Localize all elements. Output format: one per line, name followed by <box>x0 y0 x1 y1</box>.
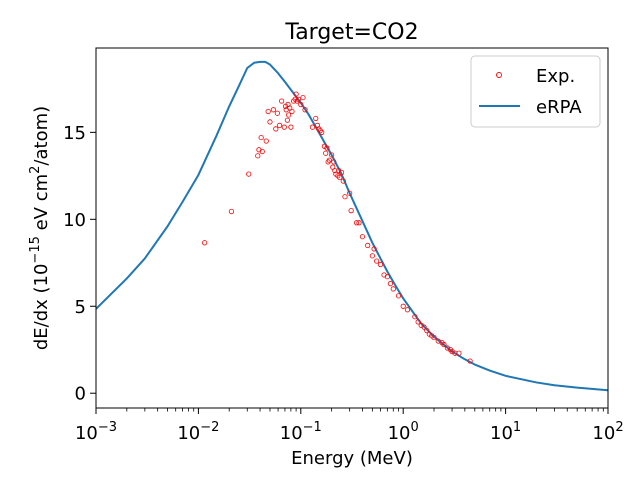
x-tick-label: 102 <box>592 420 623 444</box>
data-point-exp <box>289 108 295 115</box>
data-point-exp <box>337 174 343 181</box>
data-point-exp <box>258 134 264 141</box>
data-point-exp <box>295 96 302 102</box>
data-point-exp <box>387 281 394 287</box>
x-axis-label: Energy (MeV) <box>291 448 413 469</box>
data-point-exp <box>279 98 285 104</box>
data-point-exp <box>274 110 280 116</box>
data-point-exp <box>371 246 377 252</box>
data-point-exp <box>415 319 421 325</box>
series-points-layer <box>202 91 473 364</box>
data-point-exp <box>421 324 427 330</box>
data-point-exp <box>336 168 342 174</box>
data-point-exp <box>412 314 418 320</box>
data-point-exp <box>331 159 337 165</box>
y-tick-label: 10 <box>63 210 86 231</box>
x-tick-label: 10−1 <box>280 420 322 444</box>
data-point-exp <box>246 171 252 177</box>
data-point-exp <box>281 124 287 130</box>
data-point-exp <box>404 307 411 313</box>
data-point-exp <box>467 358 473 364</box>
y-tick-label: 15 <box>63 123 86 144</box>
data-point-exp <box>377 261 384 268</box>
x-axis-ticks: 10−3 10−2 10−1 100 101 102 <box>75 408 624 444</box>
data-point-exp <box>276 122 283 128</box>
x-tick-label: 10−2 <box>177 420 219 444</box>
data-point-exp <box>298 101 304 108</box>
data-point-exp <box>342 194 348 200</box>
data-point-exp <box>202 240 208 246</box>
legend-exp-label: Exp. <box>536 66 575 87</box>
plot-frame <box>95 47 609 409</box>
y-axis-ticks: 0 5 10 15 <box>63 123 96 405</box>
data-point-exp <box>228 208 234 215</box>
data-point-exp <box>456 350 462 356</box>
data-point-exp <box>300 94 306 101</box>
data-point-exp <box>319 129 325 135</box>
y-tick-label: 0 <box>75 384 86 405</box>
data-point-exp <box>259 148 265 155</box>
data-point-exp <box>369 253 375 259</box>
data-point-exp <box>400 303 406 309</box>
data-point-exp <box>338 169 345 175</box>
data-point-exp <box>452 350 458 356</box>
data-point-exp <box>347 190 353 196</box>
data-point-exp <box>329 152 335 158</box>
data-point-exp <box>313 115 319 122</box>
data-point-exp <box>324 145 330 151</box>
data-point-exp <box>326 157 332 163</box>
data-point-exp <box>270 107 276 113</box>
legend: Exp. eRPA <box>470 55 601 128</box>
data-point-exp <box>395 293 402 299</box>
data-point-exp <box>323 150 329 156</box>
data-point-exp <box>384 274 390 280</box>
legend-box <box>470 55 601 128</box>
data-point-exp <box>267 119 273 125</box>
data-point-exp <box>353 220 360 226</box>
data-point-exp <box>288 124 294 130</box>
legend-erpa-label: eRPA <box>536 97 582 118</box>
y-axis-label: dE/dx (10−15 eV cm2/atom) <box>28 106 52 350</box>
series-line-erpa <box>96 60 608 392</box>
x-tick-label: 100 <box>388 420 419 444</box>
data-point-exp <box>374 258 380 264</box>
data-point-exp <box>255 153 261 159</box>
data-point-exp <box>348 208 354 214</box>
data-point-exp <box>293 91 299 97</box>
data-point-exp <box>285 112 292 118</box>
x-tick-label: 10−3 <box>75 420 117 444</box>
data-point-exp <box>365 242 371 248</box>
data-point-exp <box>309 124 316 130</box>
series-line-layer <box>96 60 608 392</box>
data-point-exp <box>441 341 447 348</box>
data-point-exp <box>273 126 279 132</box>
data-point-exp <box>356 220 362 226</box>
data-point-exp <box>359 234 366 240</box>
data-point-exp <box>265 108 271 115</box>
data-point-exp <box>284 117 291 123</box>
data-point-exp <box>302 107 308 113</box>
x-tick-label: 101 <box>490 420 521 444</box>
data-point-exp <box>263 138 269 144</box>
data-point-exp <box>431 334 437 341</box>
data-point-exp <box>332 168 338 174</box>
data-point-exp <box>424 328 430 334</box>
data-point-exp <box>390 286 396 292</box>
data-point-exp <box>340 178 346 184</box>
chart-title: Target=CO2 <box>284 20 418 45</box>
y-tick-label: 5 <box>75 297 86 318</box>
legend-exp-marker <box>496 72 502 78</box>
